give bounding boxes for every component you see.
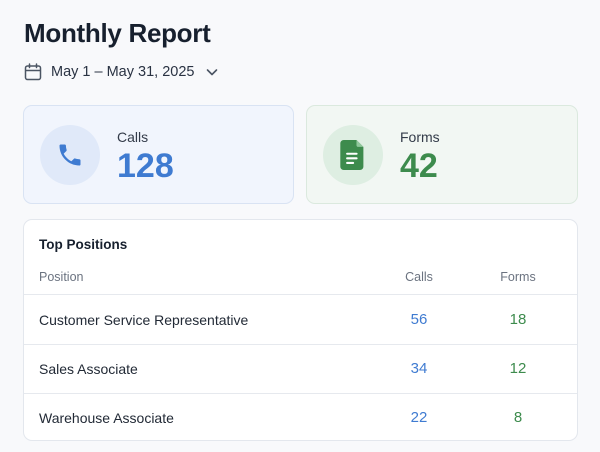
date-range-picker[interactable]: May 1 – May 31, 2025	[24, 60, 219, 84]
position-forms: 12	[509, 360, 527, 377]
calls-value: 128	[117, 146, 174, 185]
table-row: Customer Service Representative 56 18	[24, 296, 577, 345]
position-name: Sales Associate	[39, 361, 138, 377]
position-name: Customer Service Representative	[39, 312, 249, 328]
calls-stat-card: Calls 128	[23, 105, 294, 204]
phone-icon	[40, 124, 100, 185]
column-header-calls: Calls	[405, 270, 433, 284]
position-forms: 8	[513, 409, 523, 426]
forms-label: Forms	[400, 128, 440, 145]
column-header-forms: Forms	[500, 270, 536, 284]
position-forms: 18	[509, 311, 527, 328]
position-calls: 22	[410, 409, 428, 426]
forms-value: 42	[400, 146, 438, 185]
page-title: Monthly Report	[24, 18, 211, 48]
position-calls: 34	[410, 360, 428, 377]
forms-stat-card: Forms 42	[306, 105, 578, 204]
table-row: Warehouse Associate 22 8	[24, 394, 577, 440]
position-calls: 56	[410, 311, 428, 328]
table-header: Position Calls Forms	[24, 268, 577, 295]
table-row: Sales Associate 34 12	[24, 345, 577, 394]
calls-label: Calls	[117, 128, 149, 145]
column-header-position: Position	[39, 270, 84, 284]
top-positions-table: Top Positions Position Calls Forms Custo…	[23, 219, 578, 441]
table-title: Top Positions	[39, 237, 128, 252]
position-name: Warehouse Associate	[39, 410, 174, 426]
calendar-icon	[24, 63, 42, 81]
document-icon	[323, 124, 383, 185]
chevron-down-icon	[205, 65, 219, 79]
date-range-label: May 1 – May 31, 2025	[51, 64, 195, 80]
